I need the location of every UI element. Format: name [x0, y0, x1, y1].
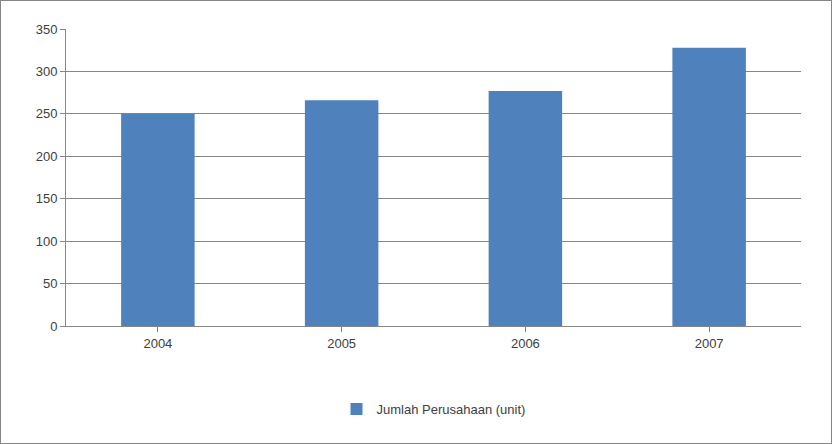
svg-text:250: 250 [36, 106, 58, 121]
svg-text:2004: 2004 [143, 336, 172, 351]
svg-text:2005: 2005 [327, 336, 356, 351]
svg-text:Jumlah Perusahaan (unit): Jumlah Perusahaan (unit) [377, 402, 526, 417]
svg-text:300: 300 [36, 64, 58, 79]
svg-text:2007: 2007 [695, 336, 724, 351]
svg-text:100: 100 [36, 234, 58, 249]
svg-text:150: 150 [36, 191, 58, 206]
svg-text:200: 200 [36, 149, 58, 164]
svg-text:0: 0 [50, 319, 57, 334]
svg-text:350: 350 [36, 22, 58, 37]
svg-text:50: 50 [43, 276, 57, 291]
svg-text:2006: 2006 [511, 336, 540, 351]
